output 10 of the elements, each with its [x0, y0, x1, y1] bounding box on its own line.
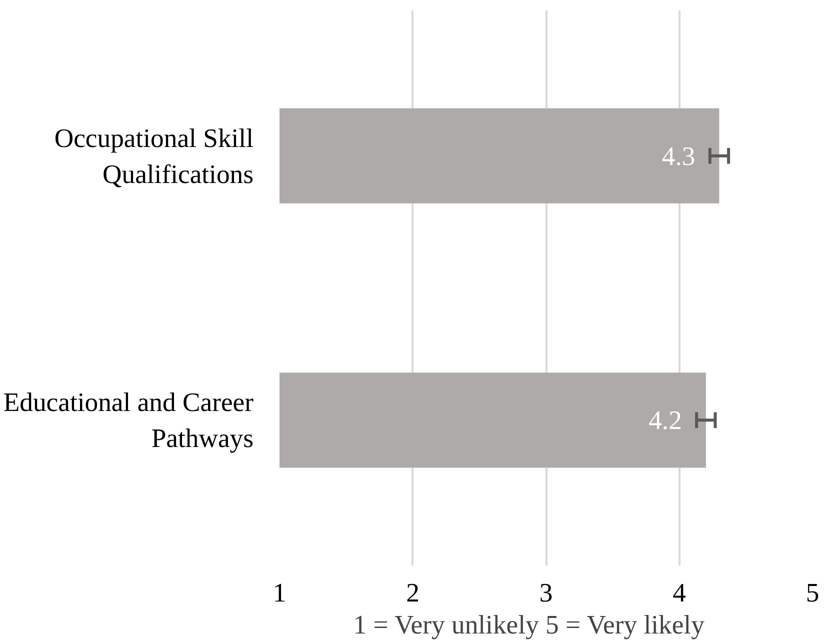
x-tick-label: 4 — [672, 578, 686, 608]
x-tick-label: 1 — [272, 578, 286, 608]
x-axis-title: 1 = Very unlikely 5 = Very likely — [353, 610, 706, 640]
y-tick-label: Occupational Skill Qualifications — [54, 122, 254, 189]
data-label: 4.2 — [648, 405, 682, 436]
x-tick-label: 5 — [806, 578, 820, 608]
x-tick-label: 2 — [406, 578, 420, 608]
data-label: 4.3 — [662, 140, 696, 171]
x-tick-label: 3 — [539, 578, 553, 608]
y-tick-label: Educational and Career Pathways — [3, 387, 254, 454]
